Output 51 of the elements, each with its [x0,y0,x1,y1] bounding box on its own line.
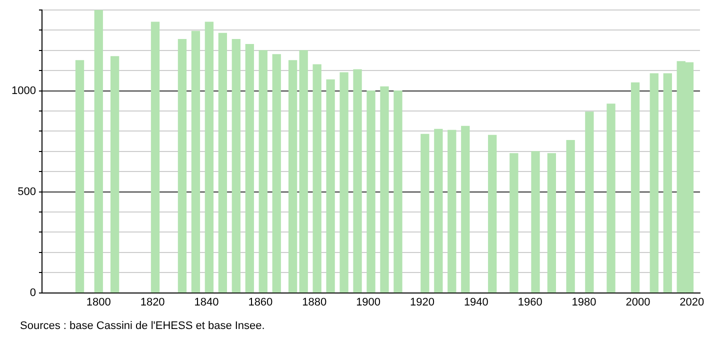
bar [650,73,658,293]
y-tick-label: 500 [18,186,36,198]
bar [547,153,556,293]
bar [434,128,443,293]
bar [340,72,348,293]
bar [178,38,187,293]
bar [110,56,120,293]
x-tick-label: 1860 [248,296,273,308]
bar [218,32,228,293]
bar [353,69,362,293]
x-tick-label: 2000 [626,296,650,308]
x-tick-label: 1940 [464,296,488,308]
bar [663,73,672,293]
x-tick-label: 1900 [356,296,381,308]
x-tick-label: 1840 [194,296,219,308]
x-tick-label: 1960 [518,296,542,308]
bar [204,22,214,293]
bar [150,22,160,293]
bar [585,112,594,293]
x-tick-label: 1800 [86,296,111,308]
bar [272,54,281,293]
bar [258,50,268,293]
bar [299,50,308,293]
bar [606,104,616,293]
bar [366,90,376,293]
bar [488,134,497,293]
bar [288,60,298,293]
bar [461,126,470,293]
bar [531,151,540,293]
x-tick-label: 1920 [410,296,434,308]
bar [232,38,240,293]
bar [566,140,575,293]
x-tick-label: 1980 [572,296,596,308]
bar [245,44,254,293]
bar [94,10,103,293]
bar [630,82,640,293]
bar [312,64,322,293]
bar [510,153,518,293]
x-tick-label: 2020 [680,296,704,308]
bar [380,86,389,293]
bar [448,130,456,293]
bar [326,79,335,293]
bar [420,134,430,293]
bar [191,30,200,293]
y-tick-label: 1000 [12,84,36,97]
x-tick-label: 1820 [140,296,165,308]
bar [75,60,84,293]
y-tick-label: 0 [30,286,36,299]
source-note: Sources : base Cassini de l'EHESS et base Insee. [20,320,265,332]
x-tick-label: 1880 [302,296,327,308]
bar [394,90,402,293]
